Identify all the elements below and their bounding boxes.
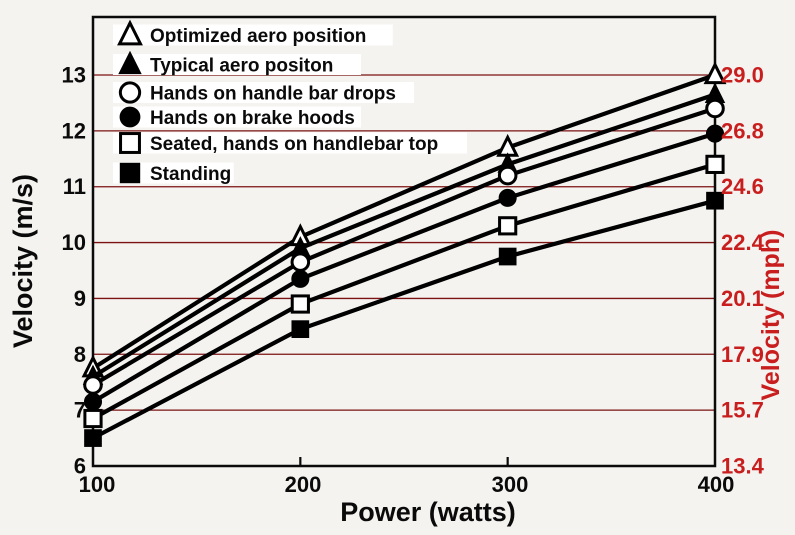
legend-item-4: Seated, hands on handlebar top (113, 132, 467, 155)
series-square-open (83, 154, 725, 429)
legend-item-bg (113, 162, 234, 184)
y-left-tick-12: 12 (62, 118, 86, 143)
legend-item-3: Hands on brake hoods (113, 106, 361, 129)
series-line-5 (92, 198, 716, 440)
y-right-tick-17.9: 17.9 (721, 342, 764, 367)
data-point-square-filled-100w (84, 429, 102, 447)
data-point-square-filled-200w (291, 320, 310, 338)
plot-border (91, 15, 717, 468)
data-point-square-filled-300w (498, 247, 517, 266)
y-left-tick-10: 10 (62, 230, 86, 255)
legend-label-0: Optimized aero position (150, 26, 366, 47)
data-point-square-open-100w (83, 408, 103, 429)
data-point-square-filled-400w (706, 191, 724, 210)
y-right-tick-13.4: 13.4 (721, 454, 765, 479)
legend: Optimized aero position Typical aero posi… (113, 19, 467, 185)
y-right-tick-20.1: 20.1 (721, 286, 764, 311)
legend-item-bg (113, 24, 393, 46)
legend-item-bg (113, 106, 361, 128)
data-point-circle-open-400w (705, 98, 725, 119)
legend-marker-triangle-open (117, 19, 143, 46)
data-point-circle-open-300w (497, 165, 518, 186)
data-point-square-open-300w (498, 216, 518, 236)
series-circle-open (83, 98, 725, 395)
legend-label-3: Hands on brake hoods (150, 108, 355, 129)
legend-marker-triangle-filled (118, 50, 142, 75)
legend-label-2: Hands on handle bar drops (150, 84, 396, 105)
x-tick-100: 100 (79, 472, 116, 497)
legend-item-bg (113, 82, 414, 103)
x-tick-200: 200 (285, 472, 322, 497)
x-tick-400: 400 (698, 472, 735, 497)
series-circle-filled (83, 124, 725, 411)
y-left-tick-13: 13 (62, 63, 86, 88)
series-square-filled (84, 191, 724, 447)
data-point-circle-filled-200w (291, 269, 310, 288)
series-line-2 (91, 106, 716, 387)
data-point-circle-filled-400w (705, 124, 725, 143)
legend-label-4: Seated, hands on handlebar top (150, 134, 438, 155)
legend-label-1: Typical aero positon (150, 56, 333, 77)
x-axis-tick-labels: 100 200 300 400 (79, 472, 735, 497)
y-right-tick-24.6: 24.6 (721, 174, 764, 199)
y-right-tick-26.8: 26.8 (721, 118, 764, 143)
series-line-3 (91, 131, 716, 404)
data-point-circle-filled-100w (83, 392, 103, 411)
y-axis-left-title: Velocity (m/s) (8, 174, 38, 348)
legend-item-bg (113, 132, 467, 154)
y-left-tick-6: 6 (74, 454, 86, 479)
legend-item-0: Optimized aero position (113, 19, 393, 47)
y-left-tick-9: 9 (74, 286, 86, 311)
data-point-circle-open-100w (83, 375, 103, 395)
plot-border-layer (91, 15, 717, 468)
y-axis-left-tick-labels: 13 12 11 10 9 8 7 6 (62, 63, 86, 479)
y-right-tick-15.7: 15.7 (721, 398, 764, 423)
legend-marker-square-filled (119, 162, 141, 184)
legend-item-bg (113, 54, 361, 75)
legend-label-5: Standing (150, 164, 231, 185)
legend-marker-square-open (119, 132, 141, 154)
legend-item-5: Standing (113, 162, 234, 185)
data-series-layer (81, 61, 727, 447)
y-right-tick-22.4: 22.4 (721, 230, 765, 255)
series-line-0 (91, 73, 716, 371)
data-point-square-open-400w (705, 154, 725, 174)
legend-marker-circle-open (118, 81, 142, 104)
data-point-circle-filled-300w (498, 188, 517, 207)
y-right-tick-29.0: 29.0 (721, 63, 764, 88)
y-left-tick-8: 8 (74, 342, 86, 367)
series-line-4 (91, 162, 716, 421)
legend-marker-circle-filled (119, 106, 141, 128)
data-point-square-open-200w (290, 294, 310, 314)
x-tick-300: 300 (492, 472, 529, 497)
data-point-circle-open-200w (290, 252, 311, 272)
x-axis-title: Power (watts) (340, 497, 516, 527)
series-line-1 (91, 92, 716, 379)
series-triangle-filled (82, 82, 726, 386)
y-axis-right-tick-labels: 29.0 26.8 24.6 22.4 20.1 17.9 15.7 13.4 (721, 63, 765, 479)
y-left-tick-11: 11 (63, 174, 86, 199)
legend-item-1: Typical aero positon (113, 50, 361, 77)
legend-item-2: Hands on handle bar drops (113, 81, 414, 105)
y-left-tick-7: 7 (74, 398, 86, 423)
y-axis-right-title: Velocity (mph) (757, 230, 785, 401)
